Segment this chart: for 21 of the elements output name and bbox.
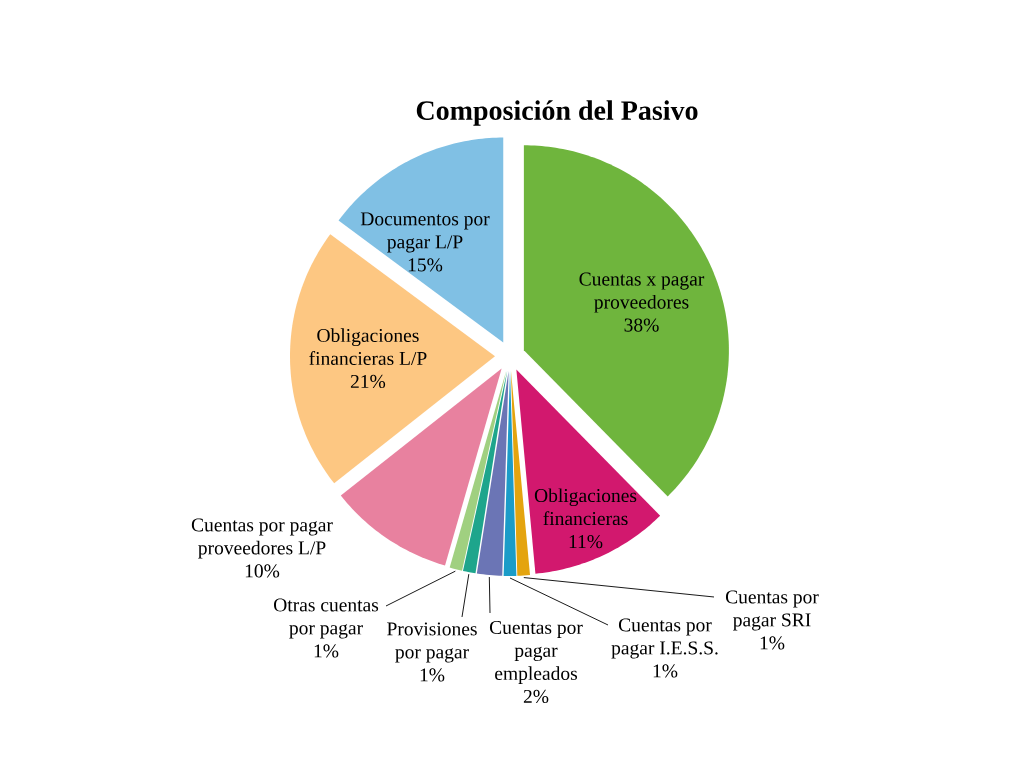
data-label: 1%: [653, 664, 678, 678]
data-label: 15%: [408, 258, 443, 272]
data-label: 1%: [760, 636, 785, 650]
data-label: 38%: [624, 318, 659, 332]
chart-title: Composición del Pasivo: [416, 100, 698, 126]
slice-label: Provisiones por pagar: [387, 622, 477, 663]
slice-label: Cuentas por pagar SRI: [725, 590, 819, 631]
slice-label: Cuentas por pagar proveedores L/P: [191, 518, 333, 559]
data-label: 11%: [569, 534, 603, 549]
slice-label: Otras cuentas por pagar: [274, 598, 379, 639]
slice-label: Documentos por pagar L/P: [360, 212, 490, 253]
data-label: 1%: [420, 668, 445, 682]
slice-label: Obligaciones financieras L/P: [309, 328, 427, 366]
data-label: 1%: [314, 644, 339, 658]
data-label: 2%: [523, 689, 549, 704]
slice-label: Obligaciones financieras: [534, 488, 637, 526]
data-label: 21%: [350, 374, 386, 389]
data-label: 10%: [245, 564, 280, 578]
slice-label: Cuentas x pagar proveedores: [579, 272, 705, 313]
slice-label: Cuentas por pagar empleados: [489, 620, 583, 684]
slice-label: Cuentas por pagar I.E.S.S.: [611, 618, 718, 659]
